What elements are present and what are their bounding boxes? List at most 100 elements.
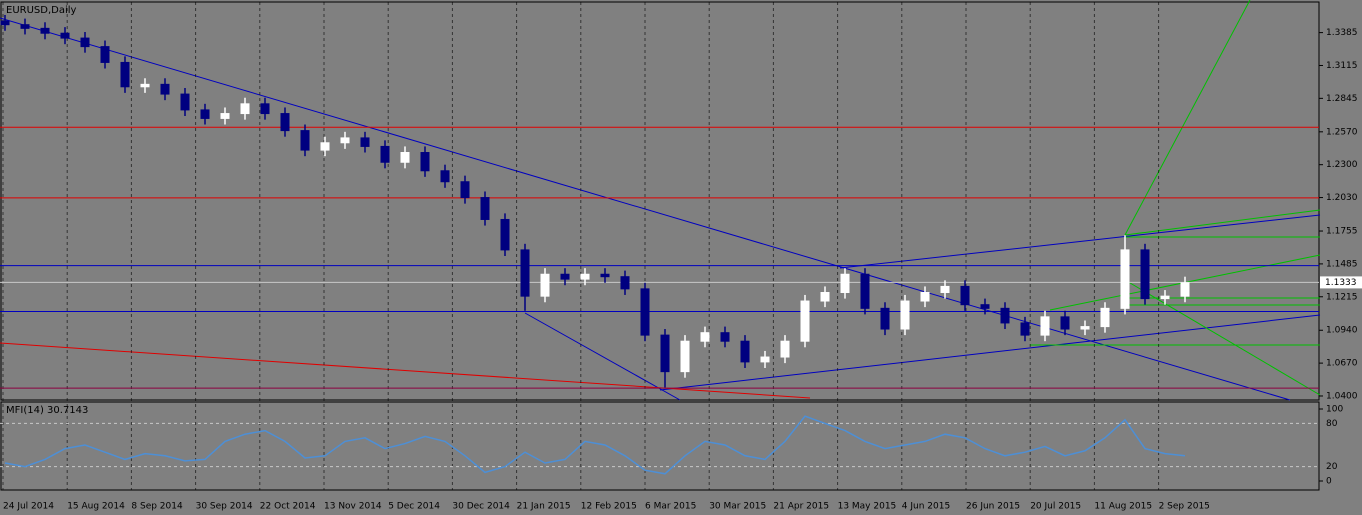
y-tick-label: 1.2570 <box>1326 127 1358 137</box>
trend-line <box>839 214 1321 269</box>
x-tick-label: 2 Sep 2015 <box>1159 502 1210 512</box>
indicator-title: MFI(14) 30.7143 <box>6 405 88 416</box>
x-tick-label: 30 Mar 2015 <box>709 502 766 512</box>
candle-body <box>380 145 390 163</box>
candle-body <box>820 292 830 302</box>
candle-body <box>1100 307 1110 328</box>
candle-body <box>1000 307 1010 324</box>
candle-body <box>680 340 690 373</box>
y-tick-label: 1.3385 <box>1326 28 1358 38</box>
y-tick-label: 0 <box>1326 477 1332 487</box>
x-tick-label: 24 Jul 2014 <box>3 502 54 512</box>
candle-body <box>760 356 770 363</box>
indicator-panel <box>0 401 1320 491</box>
candle-body <box>300 130 310 151</box>
y-tick-label: 1.0400 <box>1326 391 1358 401</box>
candle-body <box>220 113 230 119</box>
x-tick-label: 26 Jun 2015 <box>966 502 1020 512</box>
candle-body <box>880 307 890 330</box>
indicator-line <box>4 415 1186 475</box>
x-tick-label: 8 Sep 2014 <box>131 502 183 512</box>
candle-body <box>580 273 590 280</box>
candle-body <box>900 300 910 330</box>
candle-body <box>1080 326 1090 330</box>
trend-line <box>0 342 811 399</box>
candle-body <box>20 24 30 29</box>
candle-body <box>480 197 490 220</box>
fan-line <box>1124 209 1321 236</box>
x-tick-label: 6 Mar 2015 <box>645 502 696 512</box>
x-tick-label: 21 Apr 2015 <box>773 502 829 512</box>
y-tick-label: 20 <box>1326 462 1338 472</box>
x-tick-label: 20 Jul 2015 <box>1030 502 1081 512</box>
candle-body <box>260 103 270 115</box>
y-tick-label: 1.1485 <box>1326 259 1358 269</box>
candle-body <box>940 285 950 294</box>
candle-body <box>960 285 970 306</box>
x-tick-label: 21 Jan 2015 <box>517 502 571 512</box>
candle-body <box>360 137 370 147</box>
candle-body <box>920 292 930 302</box>
y-tick-label: 80 <box>1326 419 1338 429</box>
candle-body <box>1140 249 1150 300</box>
candle-body <box>1020 322 1030 336</box>
candle-body <box>80 37 90 48</box>
x-tick-label: 4 Jun 2015 <box>902 502 950 512</box>
candle-body <box>600 273 610 278</box>
current-price-box <box>1320 276 1362 289</box>
y-tick-label: 1.1215 <box>1326 292 1358 302</box>
x-tick-label: 11 Aug 2015 <box>1094 502 1152 512</box>
candle-body <box>860 273 870 309</box>
y-tick-label: 1.2300 <box>1326 160 1358 170</box>
candle-body <box>720 332 730 342</box>
candle-body <box>840 273 850 294</box>
candle-body <box>660 334 670 373</box>
fan-line <box>1124 0 1251 236</box>
x-tick-label: 22 Oct 2014 <box>260 502 316 512</box>
x-tick-label: 13 May 2015 <box>838 502 897 512</box>
candle-body <box>40 27 50 34</box>
y-tick-label: 1.3115 <box>1326 61 1358 71</box>
candle-body <box>1160 295 1170 300</box>
y-tick-label: 1.0940 <box>1326 326 1358 336</box>
candle-body <box>620 276 630 290</box>
x-tick-label: 12 Feb 2015 <box>581 502 637 512</box>
candle-body <box>540 273 550 297</box>
candle-body <box>160 83 170 95</box>
y-tick-label: 1.2845 <box>1326 94 1358 104</box>
candle-body <box>1040 316 1050 336</box>
candle-body <box>120 61 130 88</box>
candle-body <box>500 218 510 251</box>
candle-body <box>60 32 70 39</box>
candle-body <box>400 152 410 163</box>
candle-body <box>140 83 150 88</box>
candle-body <box>240 103 250 115</box>
candle-body <box>520 249 530 297</box>
candle-body <box>100 46 110 63</box>
candle-body <box>640 288 650 336</box>
main-panel <box>0 1 1320 401</box>
candle-body <box>420 152 430 172</box>
candle-body <box>700 332 710 342</box>
candle-body <box>460 181 470 199</box>
chart-title: EURUSD,Daily <box>6 5 77 16</box>
candle-body <box>320 142 330 151</box>
candle-body <box>780 340 790 358</box>
candle-body <box>280 113 290 132</box>
candle-body <box>800 300 810 342</box>
candle-body <box>740 340 750 363</box>
y-tick-label: 1.0670 <box>1326 359 1358 369</box>
candle-body <box>1060 316 1070 330</box>
candle-body <box>200 109 210 119</box>
y-tick-label: 100 <box>1326 405 1343 415</box>
y-tick-label: 1.1755 <box>1326 227 1358 237</box>
x-tick-label: 30 Sep 2014 <box>196 502 253 512</box>
candle-body <box>180 93 190 111</box>
x-tick-label: 15 Aug 2014 <box>67 502 125 512</box>
trend-line <box>0 17 1291 401</box>
fan-line <box>1124 279 1321 396</box>
candle-body <box>1180 282 1190 297</box>
trend-line <box>524 312 681 401</box>
